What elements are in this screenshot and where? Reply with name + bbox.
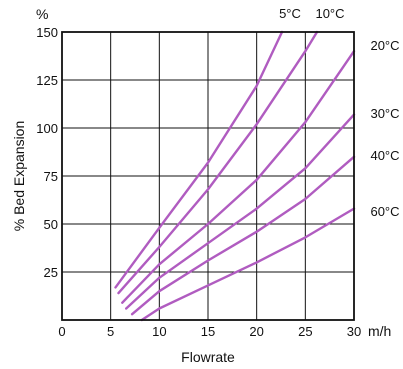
x-tick-label: 0 [58,324,65,339]
x-tick-label: 10 [152,324,166,339]
series-line-4 [130,155,356,316]
grid [62,32,354,320]
series-line-3 [125,113,356,310]
x-axis-title: Flowrate [181,349,235,365]
x-axis-unit: m/h [368,323,391,339]
x-tick-label: 5 [107,324,114,339]
series-label: 10°C [315,6,344,21]
series-label: 40°C [370,148,399,163]
series-label: 5°C [279,6,301,21]
series-line-1 [117,30,319,295]
series-label: 20°C [370,38,399,53]
plot-frame [61,31,355,321]
series-line-0 [114,30,284,289]
x-tick-label: 25 [298,324,312,339]
x-tick-label: 15 [201,324,215,339]
x-axis-ticks: 0 5 10 15 20 25 30 [58,324,361,339]
y-tick-label: 125 [36,73,58,88]
series-line-5 [140,207,356,322]
y-tick-label: 150 [36,25,58,40]
x-tick-label: 30 [347,324,361,339]
y-axis-title: % Bed Expansion [11,121,27,232]
y-axis-ticks: 25 50 75 100 125 150 [36,25,58,280]
series-line-2 [121,50,356,304]
series-curves [114,30,356,322]
series-labels: 5°C 10°C 20°C 30°C 40°C 60°C [279,6,399,219]
y-tick-label: 100 [36,121,58,136]
series-label: 60°C [370,204,399,219]
x-tick-label: 20 [249,324,263,339]
y-axis-unit: % [36,6,48,22]
y-tick-label: 75 [44,169,58,184]
y-tick-label: 25 [44,265,58,280]
series-label: 30°C [370,106,399,121]
y-tick-label: 50 [44,217,58,232]
